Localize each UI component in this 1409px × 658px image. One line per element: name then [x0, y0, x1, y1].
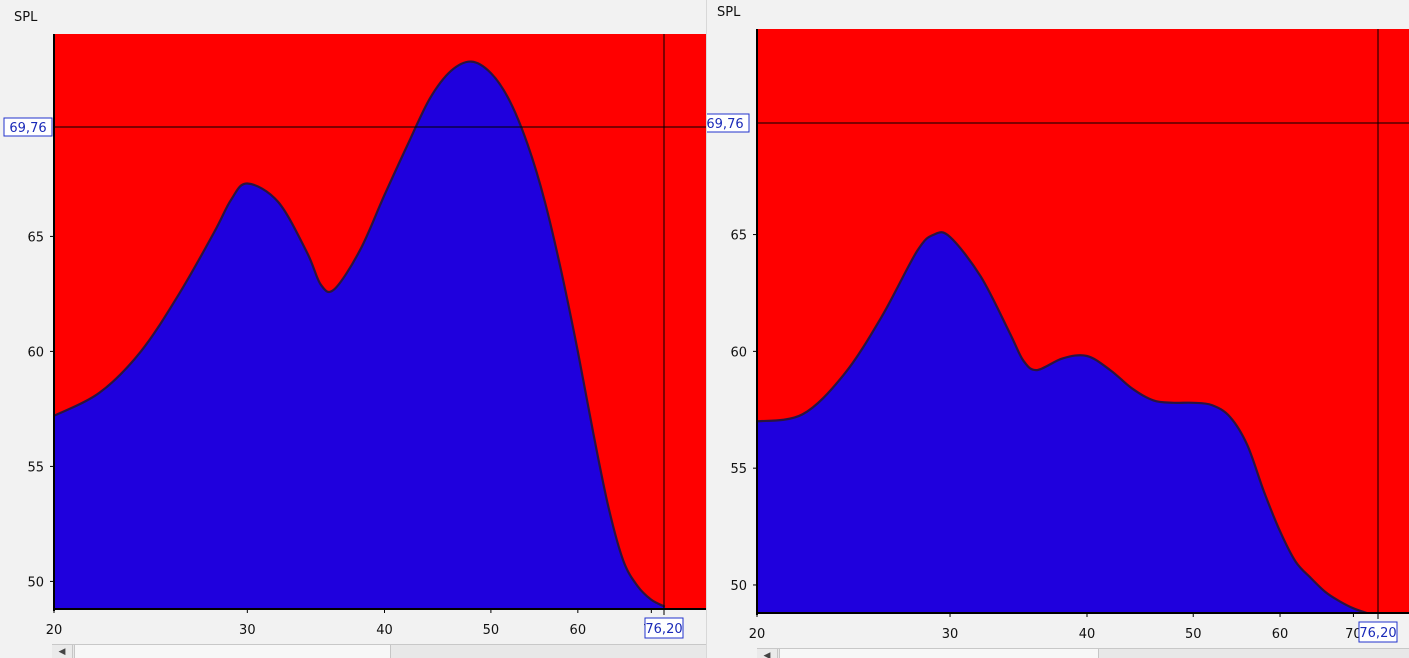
spl-chart-right[interactable]: 50 55 60 65 20 30 40 50 60 70 SPL 69,76 76,20	[707, 0, 1409, 658]
cursor-y-value: 69,76	[9, 121, 46, 136]
cursor-x-value: 76,20	[645, 622, 682, 637]
y-axis-title: SPL	[717, 5, 741, 20]
x-tick-label: 70	[1345, 627, 1362, 642]
y-tick-label: 55	[27, 460, 44, 475]
cursor-y-value-box	[707, 113, 750, 133]
x-tick-label: 40	[1079, 627, 1096, 642]
spl-area	[54, 61, 665, 609]
cursor-x-value: 76,20	[1359, 626, 1396, 641]
cursor-y-value: 69,76	[707, 117, 744, 132]
spl-curve	[54, 60, 666, 608]
x-tick-label: 20	[46, 623, 63, 638]
spl-series	[757, 231, 1368, 613]
y-tick-label: 55	[730, 462, 747, 477]
cursor-y-value-box	[3, 117, 53, 137]
y-tick-label: 50	[27, 575, 44, 590]
horizontal-scrollbar[interactable]: ◀	[52, 644, 710, 658]
y-tick-label: 65	[27, 230, 44, 245]
x-tick-label: 60	[570, 623, 587, 638]
cursor-x-value-box	[1358, 621, 1398, 643]
y-axis-title: SPL	[14, 10, 38, 25]
x-tick-label: 30	[239, 623, 256, 638]
x-tick-label: 50	[1185, 627, 1202, 642]
y-tick-label: 60	[730, 345, 747, 360]
x-tick-label: 50	[483, 623, 500, 638]
spl-series	[54, 60, 666, 609]
y-tick-label: 60	[27, 345, 44, 360]
x-tick-label: 60	[1272, 627, 1289, 642]
x-tick-label: 40	[376, 623, 393, 638]
x-tick-label: 20	[749, 627, 766, 642]
y-tick-label: 65	[730, 229, 747, 244]
scroll-thumb[interactable]	[779, 649, 1099, 658]
spl-curve	[757, 231, 1368, 613]
cursor-x-value-box	[644, 617, 684, 639]
spl-area	[757, 232, 1367, 613]
scroll-thumb[interactable]	[74, 645, 391, 658]
x-tick-label: 30	[942, 627, 959, 642]
scroll-left-arrow-icon[interactable]: ◀	[757, 649, 778, 658]
y-tick-label: 50	[730, 579, 747, 594]
chart-panel-right: 50 55 60 65 20 30 40 50 60 70 SPL 69,76 76,20 ◀	[706, 0, 1409, 658]
scroll-left-arrow-icon[interactable]: ◀	[52, 645, 73, 658]
horizontal-scrollbar[interactable]: ◀	[757, 648, 1409, 658]
